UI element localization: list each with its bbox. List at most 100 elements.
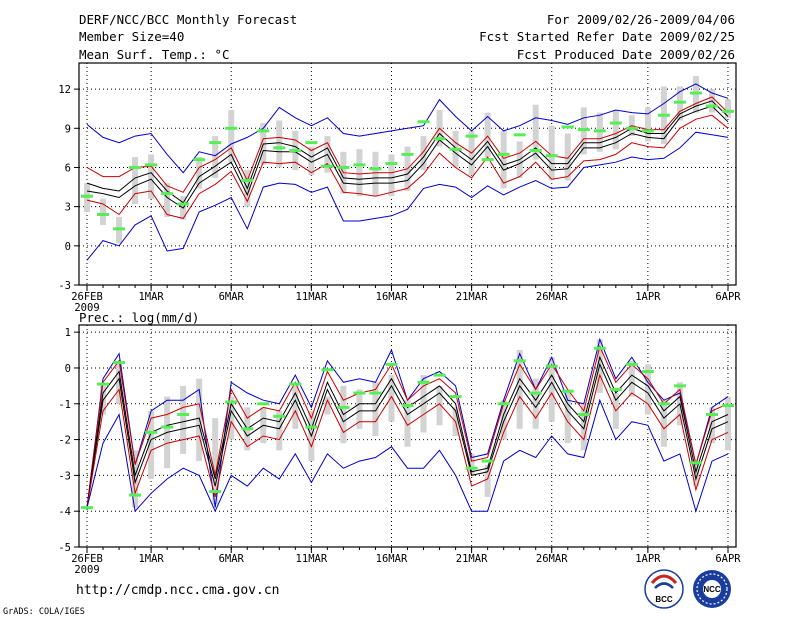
precip-ytick-label: -3: [58, 470, 71, 482]
temp-xtick-label: 26MAR: [536, 291, 568, 303]
precip-box: [548, 357, 555, 422]
temp-xtick-label: 26FEB: [71, 291, 103, 303]
temp-box: [164, 183, 171, 218]
precip-box: [436, 385, 443, 426]
precip-xtick-label: 1APR: [635, 553, 661, 565]
precip-xtick-label: 6APR: [715, 553, 741, 565]
precip-box: [372, 382, 379, 436]
precip-box: [180, 385, 187, 454]
precip-box: [692, 461, 699, 487]
temp-xtick-label: 1MAR: [138, 291, 164, 303]
temp-box: [100, 198, 107, 225]
temp-box: [388, 154, 395, 197]
temp-ytick-label: 6: [65, 162, 71, 174]
precip-ytick-label: -2: [58, 435, 71, 447]
precip-min-line: [86, 398, 729, 513]
temp-xtick-year: 2009: [74, 302, 99, 314]
temp-ytick-label: 0: [65, 241, 71, 253]
temp-box: [500, 130, 507, 189]
temp-box: [724, 99, 731, 118]
precip-box: [708, 407, 715, 444]
precip-box: [404, 400, 411, 447]
temp-ytick-label: 9: [65, 123, 71, 135]
precip-box: [644, 364, 651, 415]
temp-box: [212, 136, 219, 178]
precip-xtick-label: 21MAR: [456, 553, 488, 565]
temp-mean-low-line: [86, 105, 729, 209]
precip-box: [500, 400, 507, 440]
precip-spread-high-line: [86, 344, 729, 508]
temp-xtick-label: 6MAR: [219, 291, 245, 303]
temp-ytick-label: -3: [58, 280, 71, 292]
temp-ytick-label: 12: [58, 84, 71, 96]
precip-box: [292, 385, 299, 429]
precip-xtick-label: 26FEB: [71, 553, 103, 565]
temp-box: [276, 120, 283, 168]
precip-mean-low-line: [86, 362, 729, 508]
precip-spread-low-line: [86, 373, 729, 508]
precip-box: [724, 396, 731, 451]
temp-xtick-label: 21MAR: [456, 291, 488, 303]
precip-ytick-label: -5: [58, 542, 71, 554]
temp-box: [484, 112, 491, 158]
started-refer-date: Fcst Started Refer Date 2009/02/25: [479, 29, 735, 44]
ncc-logo: NCC: [693, 570, 731, 608]
temp-xtick-label: 16MAR: [376, 291, 408, 303]
temp-box: [564, 133, 571, 181]
precip-xtick-label: 6MAR: [219, 553, 245, 565]
temp-box: [548, 125, 555, 181]
variable-label: Mean Surf. Temp.: °C: [79, 47, 230, 62]
precip-box: [628, 360, 635, 397]
precip-xtick-label: 1MAR: [138, 553, 164, 565]
bcc-logo: BCC: [644, 569, 684, 609]
member-size-label: Member Size=40: [79, 29, 184, 44]
temp-spread-high-line: [86, 96, 729, 193]
precip-box: [516, 350, 523, 429]
precip-box: [324, 396, 331, 415]
precip-ytick-label: 0: [65, 363, 71, 375]
forecast-period: For 2009/02/26-2009/04/06: [547, 12, 735, 27]
precip-box: [468, 453, 475, 476]
temp-box: [308, 146, 315, 176]
precip-box: [484, 464, 491, 497]
temp-box: [228, 110, 235, 163]
precip-xtick-label: 11MAR: [296, 553, 328, 565]
precip-box: [532, 378, 539, 429]
precip-xtick-year: 2009: [74, 564, 99, 576]
grads-credit: GrADS: COLA/IGES: [3, 607, 85, 617]
temp-box: [372, 151, 379, 197]
precip-box: [148, 410, 155, 479]
precip-box: [276, 410, 283, 451]
precip-xtick-label: 26MAR: [536, 553, 568, 565]
precip-ytick-label: 1: [65, 327, 71, 339]
precip-box: [660, 400, 667, 447]
precip-box: [132, 450, 139, 508]
temp-mean-high-line: [86, 100, 729, 204]
temp-box: [612, 110, 619, 150]
temp-ytick-label: 3: [65, 202, 71, 214]
precip-box: [356, 389, 363, 429]
temp-box: [148, 154, 155, 199]
source-url[interactable]: http://cmdp.ncc.cma.gov.cn: [76, 583, 280, 598]
temp-spread-low-line: [86, 114, 729, 219]
precip-xtick-label: 16MAR: [376, 553, 408, 565]
chart-title: DERF/NCC/BCC Monthly Forecast: [79, 12, 297, 27]
ncc-logo-text: NCC: [703, 585, 721, 594]
precip-box: [212, 418, 219, 505]
temp-min-line: [86, 131, 729, 261]
precip-box: [116, 364, 123, 404]
temp-box: [420, 136, 427, 171]
temp-box: [196, 157, 203, 189]
precip-ytick-label: -4: [58, 506, 71, 518]
produced-date: Fcst Produced Date 2009/02/26: [517, 47, 735, 62]
temp-box: [132, 157, 139, 205]
temp-xtick-label: 6APR: [715, 291, 741, 303]
precip-ytick-label: -1: [58, 399, 71, 411]
temp-xtick-label: 11MAR: [296, 291, 328, 303]
temp-box: [356, 149, 363, 197]
bcc-logo-text: BCC: [655, 595, 673, 604]
precip-box: [228, 396, 235, 440]
